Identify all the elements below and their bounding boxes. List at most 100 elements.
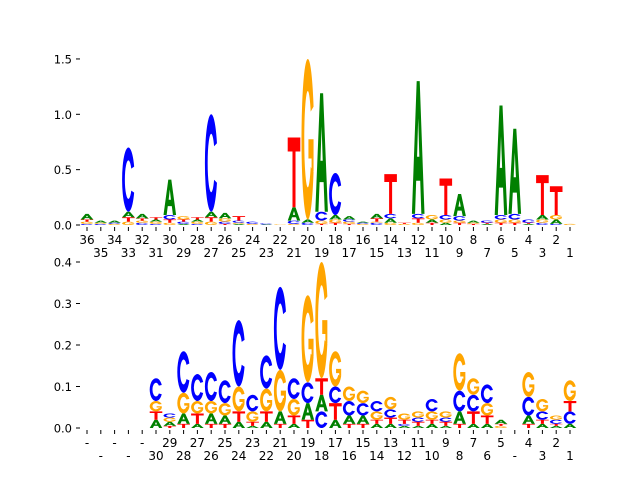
logo-letter-shape (398, 413, 411, 420)
x-tick-label: 23 (245, 436, 260, 450)
logo-letter-shape (315, 262, 328, 379)
logo-letter-T (342, 223, 356, 225)
logo-letter-shape (384, 423, 397, 428)
logo-letter-A (425, 219, 439, 223)
logo-letter-shape (480, 423, 494, 428)
logo-letter-C (163, 413, 176, 418)
logo-letter-shape (549, 223, 562, 225)
logo-letter-A (398, 425, 411, 428)
logo-letter-shape (439, 215, 452, 220)
logo-letter-A (370, 213, 384, 219)
logo-letter-shape (411, 417, 424, 422)
logo-letter-T (370, 419, 384, 424)
logo-letter-shape (453, 222, 466, 225)
x-tick-label: 28 (190, 233, 205, 247)
logo-letter-G (191, 401, 204, 414)
logo-letter-G (260, 388, 273, 412)
logo-letter-shape (246, 223, 259, 225)
logo-letter-G (522, 371, 535, 397)
logo-letter-shape (149, 401, 162, 412)
logo-letter-shape (370, 401, 383, 412)
logo-letter-G (315, 220, 328, 224)
logo-letter-shape (425, 222, 439, 225)
x-tick-label: 8 (470, 233, 478, 247)
logo-letter-C (453, 390, 466, 412)
x-tick-label: 22 (259, 449, 274, 463)
logo-letter-shape (191, 374, 204, 402)
logo-letter-shape (191, 219, 204, 222)
x-tick-label: 9 (442, 436, 450, 450)
logo-letter-shape (549, 415, 562, 420)
logo-letter-shape (405, 416, 411, 418)
x-tick-label: 7 (470, 436, 478, 450)
x-tick-label: 22 (273, 233, 288, 247)
x-tick-label: 5 (511, 246, 519, 260)
logo-letter-shape (329, 222, 342, 225)
logo-letter-shape (122, 217, 135, 222)
logo-letter-G (467, 378, 480, 395)
logo-letter-T (439, 421, 453, 426)
logo-letter-shape (122, 147, 135, 212)
logo-letter-shape (315, 394, 328, 412)
logo-letter-shape (184, 217, 190, 219)
logo-letter-C (549, 419, 562, 424)
logo-letter-A (549, 425, 563, 428)
logo-letter-C (342, 219, 355, 222)
logo-letter-T (191, 217, 204, 220)
logo-letter-shape (439, 219, 452, 223)
logo-letter-A (232, 223, 246, 225)
x-tick-label: 14 (383, 233, 398, 247)
logo-letter-shape (218, 218, 231, 222)
logo-letter-G (439, 219, 452, 223)
logo-letter-shape (135, 218, 149, 221)
logo-letter-A (480, 423, 494, 428)
logo-letter-C (356, 403, 369, 416)
logo-letter-shape (543, 405, 549, 408)
logo-letter-G (453, 353, 466, 391)
x-tick-label: 2 (552, 436, 560, 450)
logo-letter-G (232, 386, 245, 412)
logo-letter-G (370, 221, 383, 223)
logo-letter-shape (315, 211, 328, 221)
logo-letter-T (232, 411, 246, 422)
x-tick-label: 10 (424, 449, 439, 463)
logo-letter-shape (260, 421, 273, 428)
logo-letter-G (122, 221, 135, 225)
logo-letter-C (342, 401, 355, 416)
logo-letter-shape (439, 425, 453, 428)
logo-letter-shape (163, 222, 176, 225)
logo-letter-A (287, 207, 301, 221)
logo-letter-shape (467, 378, 480, 395)
x-tick-label: 8 (456, 449, 464, 463)
logo-letter-shape (356, 423, 370, 428)
logo-letter-T (204, 423, 218, 428)
x-tick-label: 16 (342, 449, 357, 463)
logo-letter-shape (522, 222, 535, 224)
logo-letter-G (536, 219, 549, 223)
logo-letter-shape (370, 411, 383, 420)
logo-letter-C (301, 222, 314, 225)
logo-letter-shape (301, 222, 314, 225)
x-tick-label: 3 (539, 449, 547, 463)
logo-letter-G (411, 411, 424, 418)
logo-letter-C (356, 222, 369, 224)
logo-letter-G (301, 295, 314, 383)
logo-letter-T (177, 219, 190, 222)
logo-letter-shape (80, 213, 94, 220)
logo-letter-A (563, 423, 577, 428)
logo-letter-shape (163, 413, 176, 418)
bottom-logo-panel: 0.00.10.20.30.4-----30292827262524232221… (54, 256, 577, 463)
logo-letter-shape (156, 406, 162, 409)
logo-letter-shape (177, 223, 190, 225)
logo-letter-shape (122, 211, 135, 218)
logo-letter-shape (322, 222, 328, 223)
logo-letter-T (191, 413, 204, 424)
logo-letter-shape (453, 353, 466, 391)
logo-letter-C (218, 380, 231, 404)
logo-letter-shape (149, 223, 162, 225)
x-tick-label: 13 (383, 436, 398, 450)
logo-letter-shape (342, 423, 356, 428)
logo-letter-G (425, 215, 438, 220)
logo-letter-shape (536, 175, 549, 216)
logo-letter-G (287, 398, 300, 416)
